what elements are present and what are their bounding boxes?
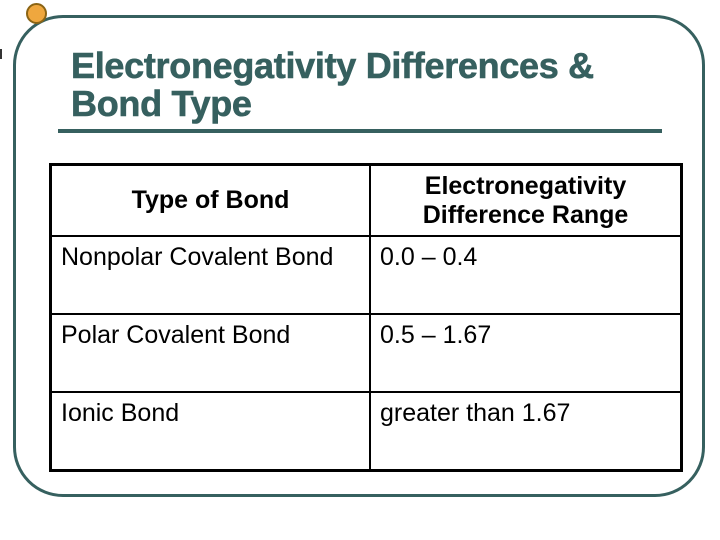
bond-cell: Ionic Bond	[49, 390, 372, 472]
bond-type-table: Type of Bond Electronegativity Differenc…	[49, 163, 683, 472]
slide-border-frame	[13, 15, 705, 497]
table-header-row: Type of Bond Electronegativity Differenc…	[49, 163, 683, 238]
header-range-line2: Difference Range	[422, 200, 629, 229]
decorative-bullet-dot	[26, 3, 47, 24]
slide-title: Electronegativity Differences & Bond Typ…	[71, 45, 671, 124]
range-cell: greater than 1.67	[369, 390, 683, 472]
range-cell: 0.5 – 1.67	[369, 313, 683, 393]
bond-cell: Nonpolar Covalent Bond	[49, 235, 372, 316]
left-edge-artifact	[0, 49, 2, 59]
title-underline	[58, 129, 662, 133]
range-cell: 0.0 – 0.4	[369, 235, 683, 316]
header-range-line1: Electronegativity	[424, 171, 627, 200]
slide-title-line1: Electronegativity Differences &	[71, 45, 595, 86]
table-row: Ionic Bond greater than 1.67	[49, 390, 683, 472]
header-type-of-bond: Type of Bond	[49, 163, 372, 238]
header-electronegativity-range: Electronegativity Difference Range	[369, 163, 683, 238]
table-row: Nonpolar Covalent Bond 0.0 – 0.4	[49, 235, 683, 316]
table-row: Polar Covalent Bond 0.5 – 1.67	[49, 313, 683, 393]
bond-cell: Polar Covalent Bond	[49, 313, 372, 393]
slide-title-line2: Bond Type	[71, 83, 253, 124]
